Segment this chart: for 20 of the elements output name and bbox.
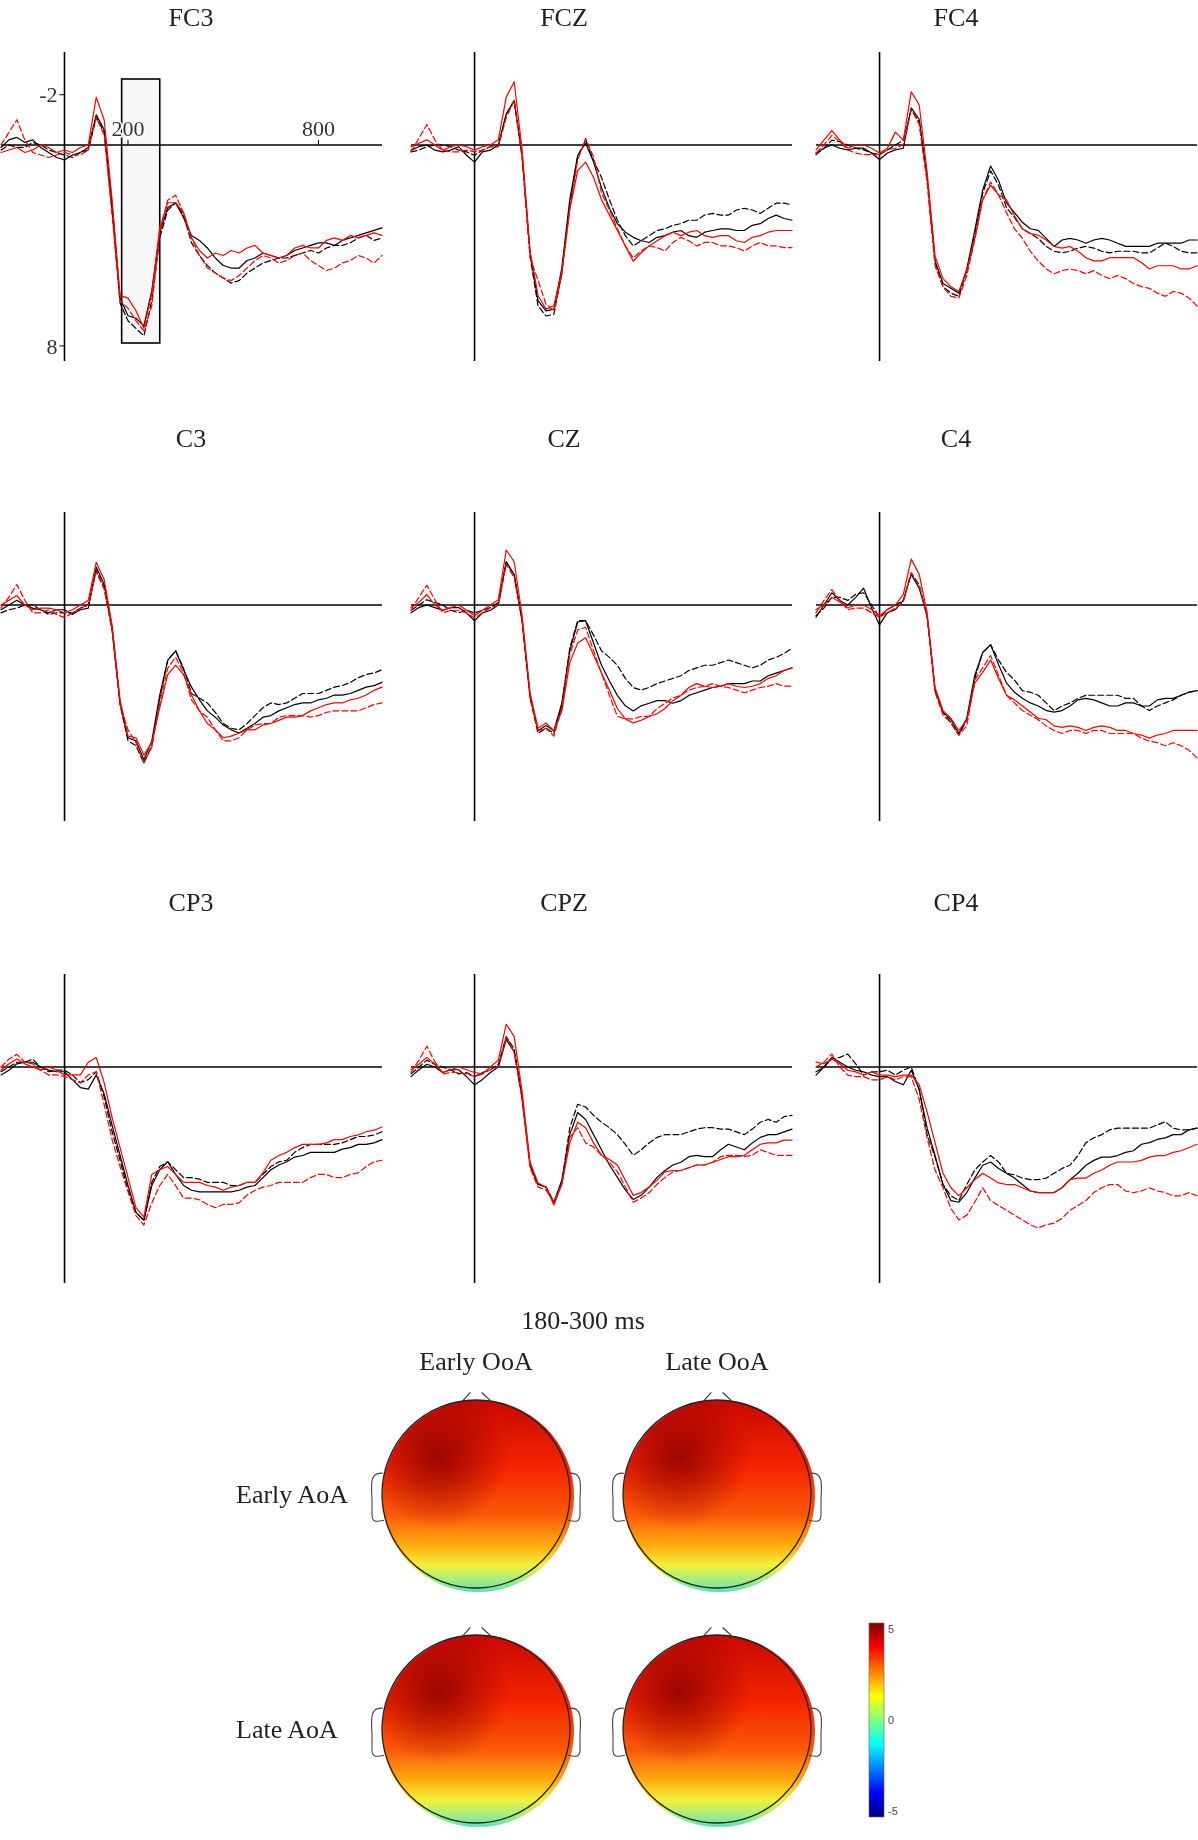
chart-title: CP3: [168, 888, 214, 917]
text: 0: [888, 1713, 895, 1726]
chart-title: C3: [175, 424, 207, 453]
chart-title: FC3: [168, 3, 214, 32]
chart-title: CZ: [547, 424, 581, 453]
chart-title: FC4: [933, 3, 979, 32]
text: 5: [888, 1622, 895, 1635]
chart-title: CPZ: [540, 888, 588, 917]
x-tick-label: 800: [302, 115, 335, 141]
category-label: Early OoA: [419, 1347, 533, 1376]
chart-title: C4: [940, 424, 972, 453]
text: 180-300 ms: [521, 1306, 645, 1335]
category-label: Early AoA: [236, 1480, 348, 1510]
text: -5: [888, 1804, 898, 1817]
chart-title: CP4: [933, 888, 979, 917]
category-label: Late OoA: [665, 1347, 769, 1376]
y-tick-label: -2: [39, 82, 58, 108]
y-tick-label: 8: [46, 333, 58, 359]
category-label: Late AoA: [236, 1715, 338, 1745]
chart-title: FCZ: [540, 3, 588, 32]
